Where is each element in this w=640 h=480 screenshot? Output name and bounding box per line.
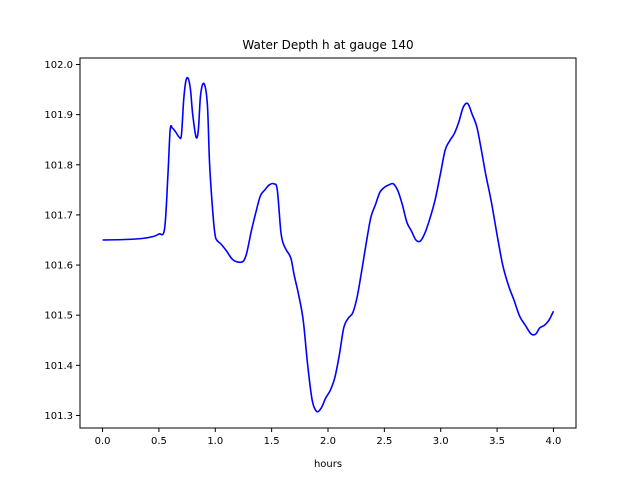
x-tick-label: 0.0 — [95, 436, 111, 447]
x-tick-label: 3.0 — [433, 436, 449, 447]
y-tick-label: 101.3 — [44, 411, 73, 422]
chart-title: Water Depth h at gauge 140 — [242, 38, 413, 52]
y-axis: 101.3 101.4 101.5 101.6 101.7 101.8 101.9 102.0 — [44, 60, 80, 422]
series-layer — [102, 76, 555, 413]
x-tick-label: 3.5 — [489, 436, 505, 447]
y-tick-label: 101.9 — [44, 110, 73, 121]
x-axis: 0.0 0.5 1.0 1.5 2.0 2.5 3.0 3.5 4.0 — [95, 428, 562, 447]
y-tick-label: 101.6 — [44, 261, 73, 272]
x-tick-label: 2.5 — [376, 436, 392, 447]
x-tick-label: 4.0 — [546, 436, 562, 447]
x-tick-label: 1.0 — [207, 436, 223, 447]
y-tick-label: 101.5 — [44, 311, 73, 322]
x-tick-label: 0.5 — [151, 436, 167, 447]
y-tick-label: 101.4 — [44, 361, 73, 372]
x-tick-label: 2.0 — [320, 436, 336, 447]
x-axis-label: hours — [314, 459, 342, 470]
y-tick-label: 101.7 — [44, 210, 73, 221]
x-tick-label: 1.5 — [264, 436, 280, 447]
series-line-0 — [102, 76, 555, 413]
y-tick-label: 101.8 — [44, 160, 73, 171]
y-tick-label: 102.0 — [44, 60, 73, 71]
